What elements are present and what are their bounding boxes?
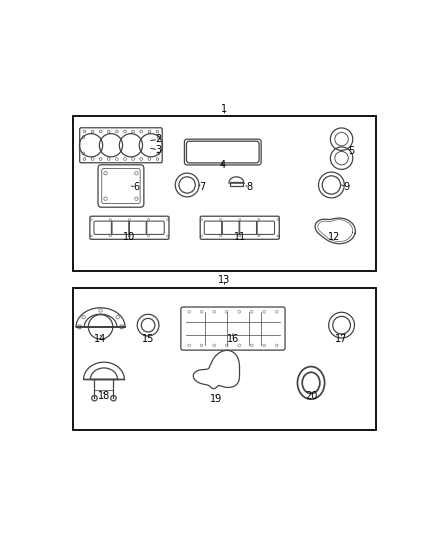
Text: 18: 18 [98, 391, 110, 401]
Text: 13: 13 [219, 275, 230, 285]
Bar [74, 288, 375, 431]
Text: 15: 15 [142, 334, 154, 344]
Text: 1: 1 [222, 104, 227, 114]
Text: 9: 9 [343, 182, 349, 192]
Text: 8: 8 [247, 182, 253, 192]
Text: 20: 20 [305, 391, 317, 401]
Text: 7: 7 [199, 182, 205, 192]
Text: 4: 4 [220, 159, 226, 169]
Text: 16: 16 [227, 334, 239, 344]
Text: 5: 5 [349, 146, 355, 156]
Text: 14: 14 [95, 334, 107, 344]
Bar [74, 116, 375, 271]
Text: 2: 2 [155, 134, 162, 144]
Text: 11: 11 [233, 232, 246, 243]
Text: 17: 17 [336, 334, 348, 344]
Text: 19: 19 [210, 394, 222, 404]
Text: 3: 3 [155, 144, 161, 155]
Text: 6: 6 [133, 182, 139, 192]
Bar [230, 182, 243, 186]
Text: 12: 12 [328, 232, 340, 243]
Text: 10: 10 [124, 232, 135, 243]
